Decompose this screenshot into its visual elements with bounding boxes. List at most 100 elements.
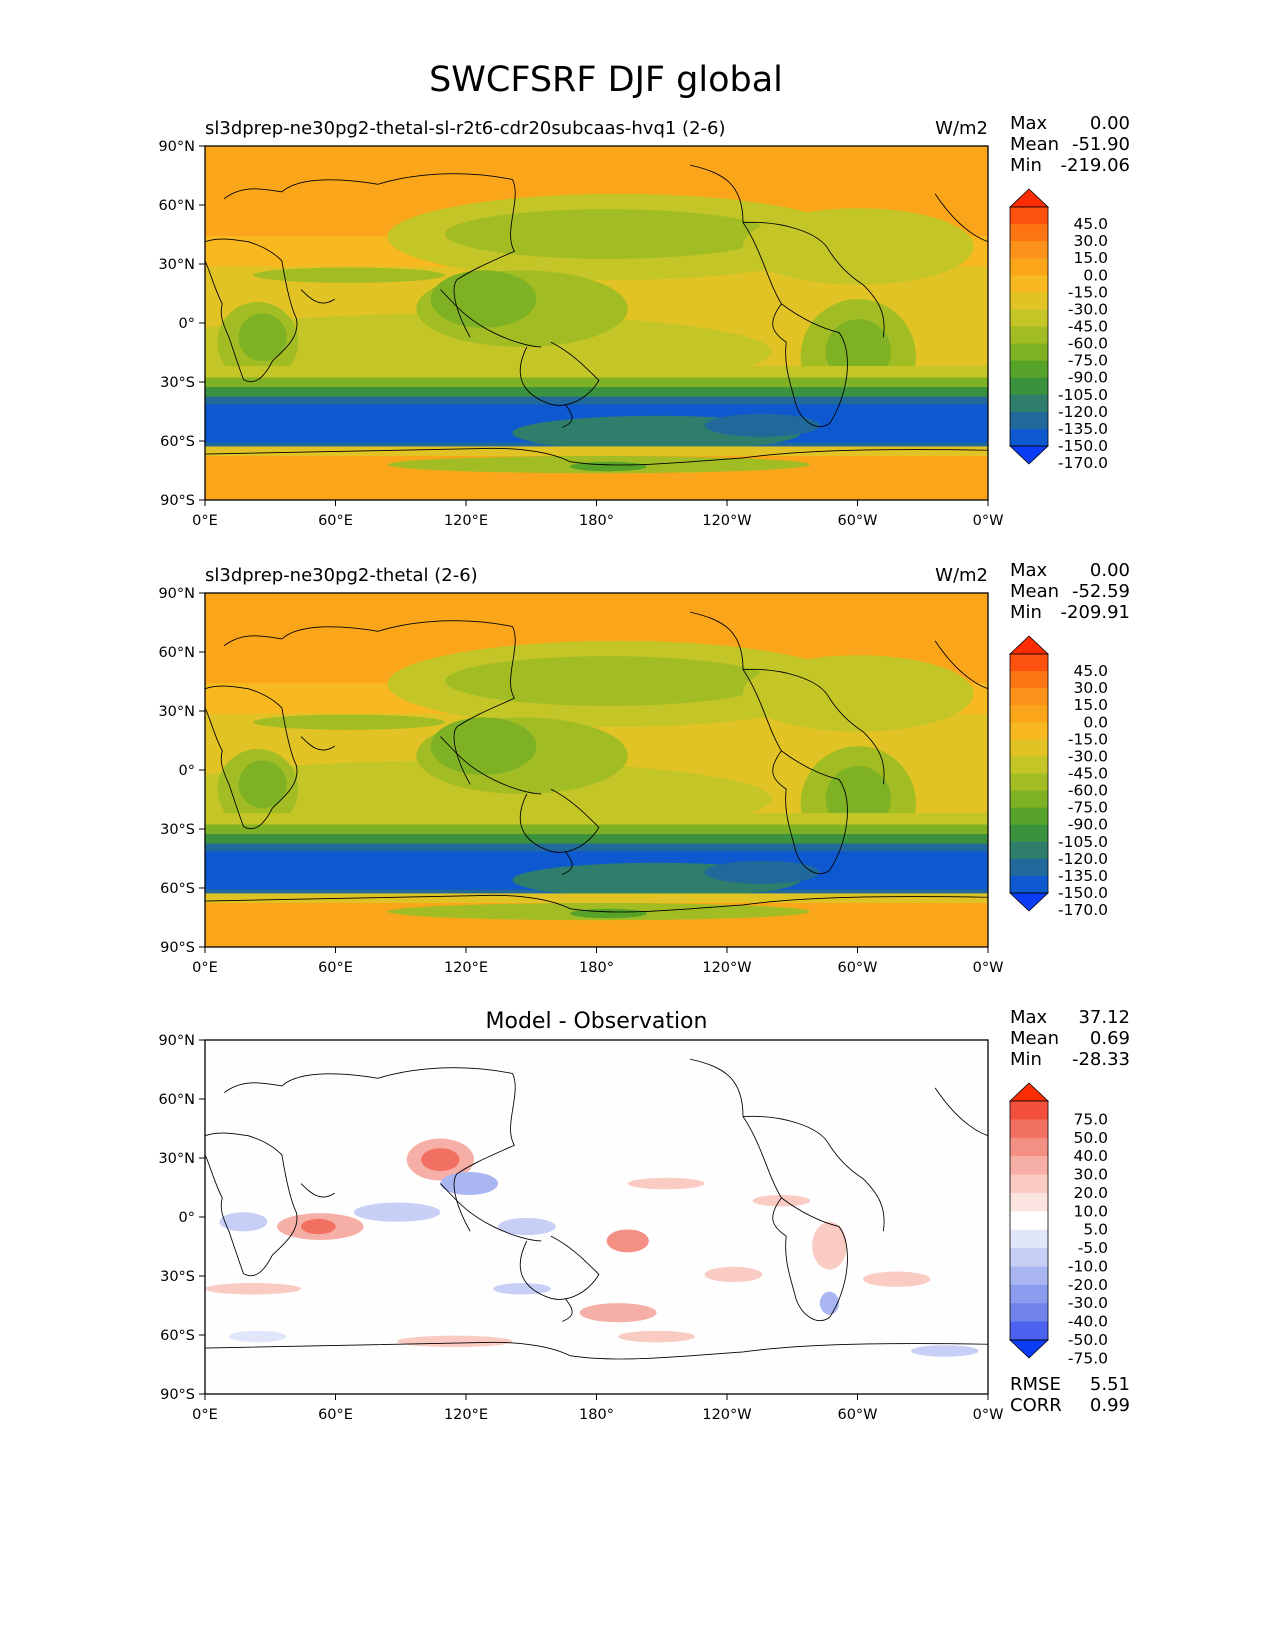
colorbar-label: 20.0	[1073, 1184, 1108, 1202]
colorbar-block	[1010, 394, 1048, 413]
colorbar-block	[1010, 1174, 1048, 1194]
colorbar-block	[1010, 1284, 1048, 1304]
colorbar: 75.050.040.030.020.010.05.0-5.0-10.0-20.…	[1008, 1082, 1108, 1367]
stat-label: Min	[1010, 602, 1042, 623]
colorbar-label: -150.0	[1058, 437, 1108, 455]
colorbar-label: -20.0	[1068, 1276, 1108, 1294]
colorbar-label: 10.0	[1073, 1202, 1108, 1220]
panel-title: sl3dprep-ne30pg2-thetal-sl-r2t6-cdr20sub…	[205, 118, 726, 139]
y-tick-label: 60°S	[160, 1328, 195, 1344]
colorbar-label: -75.0	[1068, 799, 1108, 817]
colorbar-label: -135.0	[1058, 420, 1108, 438]
colorbar-block	[1010, 326, 1048, 345]
x-tick-label: 60°E	[318, 513, 353, 529]
x-tick-label: 120°W	[702, 1407, 751, 1423]
colorbar-block	[1010, 722, 1048, 740]
colorbar-block	[1010, 1156, 1048, 1176]
colorbar-label: -105.0	[1058, 386, 1108, 404]
colorbar-label: 15.0	[1073, 696, 1108, 714]
stat-label: Max	[1010, 1007, 1048, 1028]
colorbar-block	[1010, 671, 1048, 689]
x-tick-label: 60°W	[837, 960, 877, 976]
colorbar-block	[1010, 377, 1048, 396]
colorbar-label: -15.0	[1068, 283, 1108, 301]
y-tick-label: 90°S	[160, 940, 195, 956]
colorbar-label: -75.0	[1068, 1349, 1108, 1367]
colorbar-label: -120.0	[1058, 403, 1108, 421]
stat-label: Mean	[1010, 581, 1059, 602]
map-panel-3: Model - Observation 90°N 60°N 30°N 0° 30°S 60°…	[158, 1007, 1130, 1423]
x-tick-label: 120°W	[702, 960, 751, 976]
colorbar-block	[1010, 756, 1048, 774]
y-tick-label: 60°N	[158, 1092, 195, 1108]
contour-field	[205, 1040, 988, 1394]
y-tick-label: 90°S	[160, 493, 195, 509]
colorbar-block	[1010, 1211, 1048, 1231]
colorbar-label: 0.0	[1083, 713, 1108, 731]
y-tick-label: 0°	[179, 1210, 195, 1226]
map-field	[205, 593, 988, 947]
x-tick-label: 120°E	[444, 960, 488, 976]
figure-title: SWCFSRF DJF global	[429, 60, 783, 100]
x-tick-label: 0°E	[192, 960, 218, 976]
x-tick-label: 0°E	[192, 1407, 218, 1423]
x-tick-label: 180°	[579, 960, 614, 976]
units-label: W/m2	[935, 118, 988, 139]
stat-value: -219.06	[1061, 155, 1130, 176]
stat-label: Max	[1010, 560, 1048, 581]
x-tick-label: 60°E	[318, 960, 353, 976]
colorbar-frame	[1009, 653, 1049, 894]
map-field	[205, 146, 988, 500]
x-tick-label: 0°E	[192, 513, 218, 529]
colorbar-block	[1010, 224, 1048, 242]
contour-field	[205, 146, 988, 500]
stat-value: -209.91	[1061, 602, 1130, 623]
colorbar-label: -15.0	[1068, 730, 1108, 748]
colorbar-frame	[1009, 206, 1049, 447]
colorbar-label: -60.0	[1068, 782, 1108, 800]
colorbar-min-arrow	[1008, 445, 1050, 465]
stat-value: 0.69	[1090, 1028, 1130, 1049]
colorbar-label: 15.0	[1073, 249, 1108, 267]
stat-value: -51.90	[1072, 134, 1130, 155]
colorbar-label: -40.0	[1068, 1313, 1108, 1331]
colorbar-block	[1010, 292, 1048, 310]
y-tick-label: 60°N	[158, 198, 195, 214]
contour-field	[205, 593, 988, 947]
colorbar-min-arrow	[1008, 892, 1050, 912]
x-tick-label: 60°W	[837, 513, 877, 529]
colorbar-block	[1010, 1137, 1048, 1157]
stat-value: -52.59	[1072, 581, 1130, 602]
colorbar-label: -170.0	[1058, 901, 1108, 919]
metric-label: RMSE	[1010, 1374, 1061, 1395]
stat-value: 0.00	[1090, 113, 1130, 134]
colorbar-label: -90.0	[1068, 816, 1108, 834]
colorbar-max-arrow	[1008, 188, 1050, 208]
y-tick-label: 90°S	[160, 1387, 195, 1403]
colorbar-label: 5.0	[1083, 1221, 1108, 1239]
colorbar-max-arrow	[1008, 1082, 1050, 1102]
stat-label: Mean	[1010, 134, 1059, 155]
stat-label: Min	[1010, 155, 1042, 176]
x-tick-label: 120°W	[702, 513, 751, 529]
colorbar-label: -170.0	[1058, 454, 1108, 472]
colorbar-label: 45.0	[1073, 215, 1108, 233]
colorbar-label: -90.0	[1068, 369, 1108, 387]
stat-label: Max	[1010, 113, 1048, 134]
x-tick-label: 60°W	[837, 1407, 877, 1423]
colorbar-block	[1010, 411, 1048, 430]
colorbar-label: 30.0	[1073, 1166, 1108, 1184]
colorbar-block	[1010, 841, 1048, 860]
y-tick-label: 90°N	[158, 1033, 195, 1049]
colorbar-block	[1010, 739, 1048, 757]
colorbar-label: -30.0	[1068, 300, 1108, 318]
colorbar-label: 30.0	[1073, 232, 1108, 250]
colorbar-block	[1010, 207, 1048, 225]
colorbar-block	[1010, 1266, 1048, 1286]
colorbar-block	[1010, 773, 1048, 792]
x-tick-label: 120°E	[444, 513, 488, 529]
colorbar-block	[1010, 858, 1048, 877]
colorbar-block	[1010, 241, 1048, 259]
metric-value: 5.51	[1090, 1374, 1130, 1395]
